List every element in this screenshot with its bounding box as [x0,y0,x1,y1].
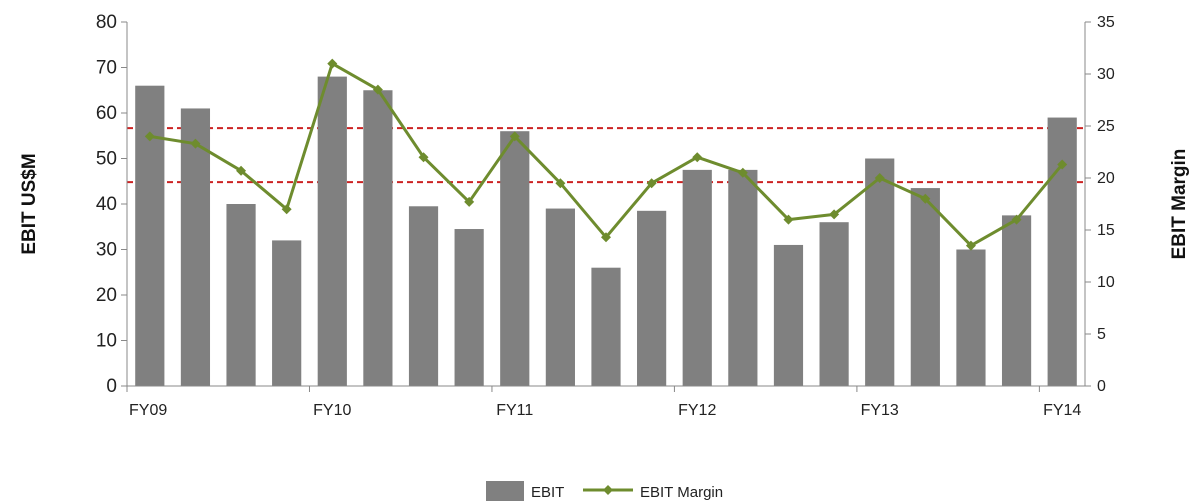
ebit-margin-point [555,178,566,189]
y2-tick-label: 30 [1097,66,1115,83]
ebit-margin-point [692,152,703,163]
ebit-bar [728,169,758,386]
y-axis-title: EBIT US$M [19,153,40,254]
ebit-bar [956,249,986,386]
ebit-margin-point [965,240,976,251]
ebit-bars [135,76,1077,387]
y-tick-label: 10 [96,331,117,352]
ebit-margin-point [1011,214,1022,225]
y2-tick-label: 15 [1097,222,1115,239]
tick-labels: 0 10 20 30 40 50 60 70 80 0 5 10 15 20 25 30 35 FY09 FY10 F… [96,12,1115,419]
y-tick-label: 50 [96,149,117,170]
ebit-margin-point [464,196,475,207]
ebit-bar [180,108,211,386]
x-tick-label: FY10 [313,402,351,419]
ebit-bar [910,188,940,386]
ebit-margin-point [737,167,748,178]
ebit-bar [591,267,621,386]
ebit-bar [408,206,439,386]
ebit-margin-point [418,152,429,163]
ebit-margin-point [236,165,247,176]
ebit-bar [135,85,165,386]
y-tick-label: 20 [96,285,117,306]
ebit-margin-point [829,209,840,220]
ebit-margin-point [1057,159,1068,170]
ebit-bar [226,204,256,386]
ebit-margin-point [372,84,383,95]
x-tick-label: FY09 [129,402,167,419]
x-tick-label: FY12 [678,402,716,419]
ebit-margin-point [327,58,338,69]
ebit-bar [454,229,484,386]
ebit-bar [637,210,667,386]
ebit-margin-point [281,204,292,215]
ebit-bar [682,169,712,386]
legend-ebit-swatch [486,481,524,501]
ebit-margin-point [920,193,931,204]
y2-tick-label: 25 [1097,118,1115,135]
ebit-bar [317,76,347,386]
legend-ebit-margin-marker [603,485,613,495]
y-tick-label: 40 [96,194,117,215]
y2-tick-label: 20 [1097,170,1115,187]
ebit-margin-point [601,232,611,243]
ebit-margin-point [783,214,794,225]
ebit-margin-point [509,131,520,142]
ebit-bar [819,222,849,386]
y2-tick-label: 5 [1097,326,1106,343]
x-tick-label: FY11 [496,402,533,419]
y2-tick-label: 0 [1097,378,1106,395]
x-tick-label: FY14 [1043,402,1081,419]
ebit-margin-series [144,58,1068,251]
y2-tick-label: 35 [1097,14,1115,31]
reference-lines [127,127,1085,184]
ebit-bar [773,244,804,386]
y-tick-label: 60 [96,103,117,124]
ebit-bar [272,240,302,386]
legend: EBIT EBIT Margin [486,481,723,501]
y2-axis-title: EBIT Margin [1169,149,1190,260]
ebit-margin-point [144,131,155,142]
ebit-bar [545,208,575,386]
legend-ebit-margin-label: EBIT Margin [640,484,723,501]
y-tick-label: 0 [106,376,117,397]
axes [121,21,1091,392]
ebit-margin-point [646,178,657,189]
ebit-bar [500,131,530,386]
x-tick-label: FY13 [861,402,899,419]
y2-tick-label: 10 [1097,274,1115,291]
y-tick-label: 70 [96,58,117,79]
ebit-bar [1001,215,1032,386]
ebit-bar [1047,117,1077,387]
y-tick-label: 80 [96,12,117,33]
ebit-bar [865,158,895,386]
ebit-margin-point [874,173,885,183]
y-tick-label: 30 [96,240,117,261]
ebit-bar [363,90,393,386]
legend-ebit-label: EBIT [531,484,564,501]
ebit-margin-point [190,138,201,149]
